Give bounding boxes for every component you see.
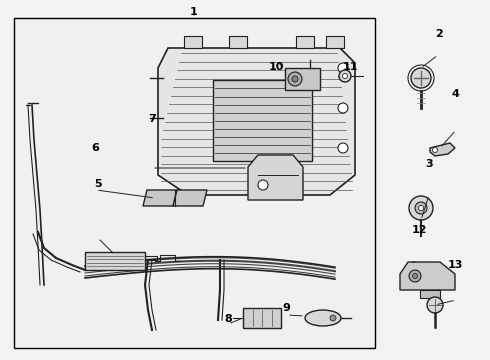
Circle shape: [427, 297, 443, 313]
Circle shape: [343, 73, 347, 78]
Circle shape: [433, 148, 438, 153]
Polygon shape: [430, 143, 455, 156]
Text: 8: 8: [224, 314, 232, 324]
Bar: [85, 252, 145, 270]
Bar: [296, 36, 314, 48]
Circle shape: [330, 315, 336, 321]
Bar: [285, 68, 320, 90]
Circle shape: [409, 270, 421, 282]
Text: 3: 3: [425, 159, 433, 169]
Polygon shape: [400, 262, 455, 290]
Circle shape: [338, 143, 348, 153]
Circle shape: [258, 180, 268, 190]
Bar: [420, 290, 440, 298]
Bar: [14, 18, 375, 348]
Circle shape: [288, 72, 302, 86]
Text: 5: 5: [94, 179, 102, 189]
Text: 4: 4: [452, 89, 460, 99]
Text: 1: 1: [190, 6, 197, 17]
Bar: [229, 36, 247, 48]
Circle shape: [418, 206, 423, 211]
Circle shape: [415, 202, 427, 214]
Circle shape: [411, 68, 431, 88]
Text: 7: 7: [148, 114, 156, 124]
Bar: [326, 36, 344, 48]
Text: 12: 12: [411, 225, 427, 235]
Polygon shape: [143, 190, 177, 206]
Bar: [213, 80, 312, 161]
Text: 11: 11: [343, 62, 358, 72]
Text: 9: 9: [283, 303, 291, 313]
Polygon shape: [248, 155, 303, 200]
Circle shape: [413, 274, 417, 279]
Bar: [243, 308, 281, 328]
Text: 2: 2: [435, 29, 442, 39]
Text: 10: 10: [269, 62, 285, 72]
Text: 13: 13: [448, 260, 464, 270]
Bar: [184, 36, 202, 48]
Circle shape: [409, 196, 433, 220]
Circle shape: [338, 103, 348, 113]
Circle shape: [339, 70, 351, 82]
Circle shape: [292, 76, 298, 82]
Polygon shape: [173, 190, 207, 206]
Circle shape: [338, 63, 348, 73]
Text: 6: 6: [92, 143, 99, 153]
Ellipse shape: [305, 310, 341, 326]
Polygon shape: [158, 48, 355, 195]
